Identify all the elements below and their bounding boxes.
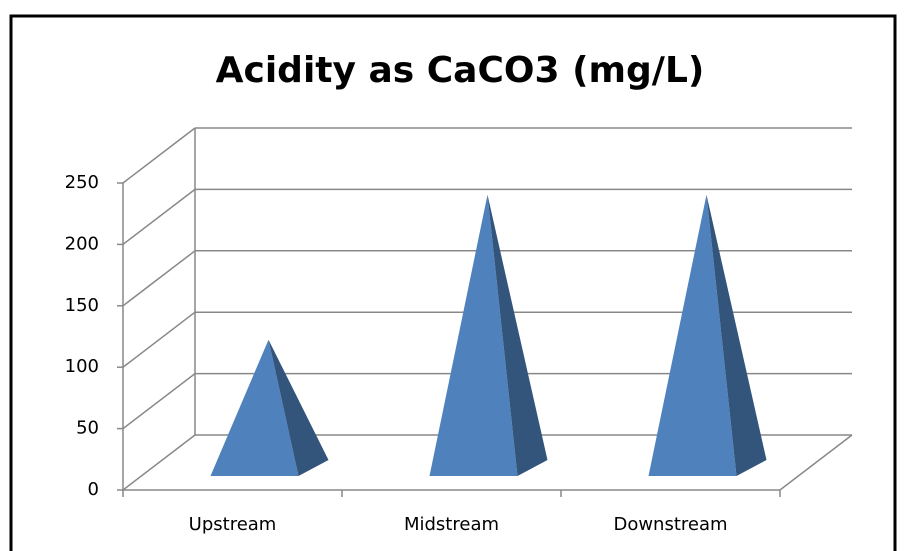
pyramid-front [648,194,737,476]
grid-line [122,373,196,430]
y-tick-label: 250 [65,172,99,193]
pyramid-side [268,339,329,476]
y-tick-label: 0 [88,479,99,500]
x-tick-label: Midstream [404,514,499,535]
grid-line [122,434,196,491]
y-tick-label: 200 [65,233,99,254]
pyramid-side [706,194,767,476]
grid-line [122,250,196,307]
pyramid-side [487,194,548,476]
pyramid [429,194,548,476]
x-tick-label: Upstream [189,514,277,535]
x-tick-label: Downstream [613,514,727,535]
grid-line [122,188,196,245]
pyramid [648,194,767,476]
grid-line [122,127,196,184]
y-tick-label: 100 [65,356,99,377]
pyramid-front [429,194,518,476]
chart-title: Acidity as CaCO3 (mg/L) [216,50,705,91]
y-tick-label: 50 [76,418,99,439]
grid-line [122,311,196,368]
y-tick-label: 150 [65,295,99,316]
pyramid-front [210,339,299,476]
pyramid [210,339,329,476]
